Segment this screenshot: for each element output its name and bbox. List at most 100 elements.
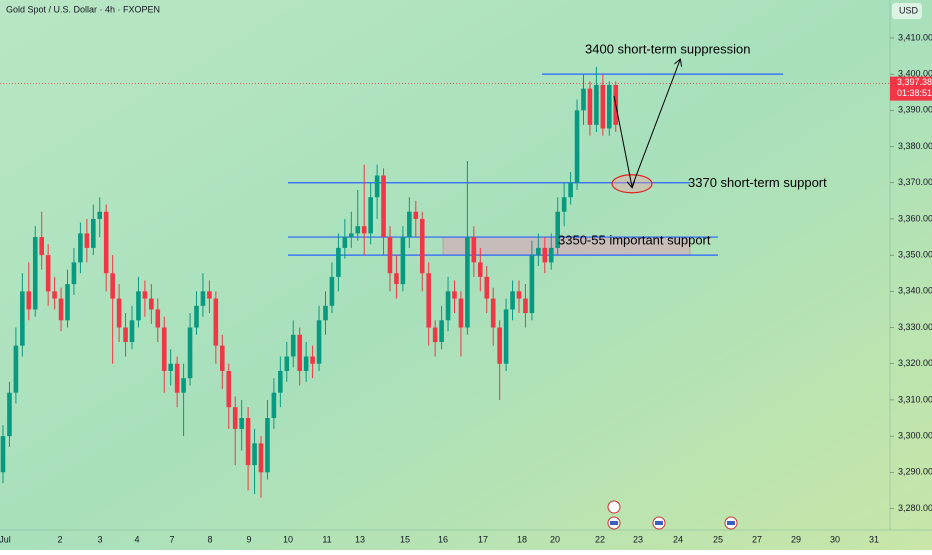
candle-body <box>574 110 580 183</box>
candle-body <box>400 237 406 285</box>
candle-body <box>355 226 361 234</box>
candle-body <box>368 197 373 234</box>
candle-body <box>336 247 341 277</box>
x-tick-label: 27 <box>752 534 762 544</box>
candle-body <box>316 320 322 364</box>
x-tick-label: 9 <box>246 534 251 544</box>
candle-body <box>478 262 483 277</box>
event-flag <box>610 521 618 525</box>
annotation: 3400 short-term suppression <box>585 41 750 56</box>
candle-body <box>516 291 522 299</box>
x-tick-label: 18 <box>517 534 527 544</box>
candle-body <box>555 211 560 248</box>
candle-body <box>548 247 554 263</box>
x-tick-label: 15 <box>400 534 410 544</box>
x-tick-label: 31 <box>869 534 879 544</box>
candle-body <box>568 182 573 198</box>
candle-body <box>129 320 135 343</box>
y-tick-label: 3,330.00 <box>898 322 932 332</box>
candle-body <box>426 273 431 328</box>
candle-body <box>607 85 612 129</box>
arrow-down <box>613 95 632 187</box>
candle-body <box>78 233 83 263</box>
candle-body <box>142 291 148 299</box>
y-tick-label: 3,320.00 <box>898 358 932 368</box>
x-tick-label: 2 <box>57 534 62 544</box>
event-icon <box>607 500 621 514</box>
x-tick-label: 23 <box>633 534 643 544</box>
y-tick-label: 3,410.00 <box>898 32 932 42</box>
x-tick-label: 22 <box>595 534 605 544</box>
candle-body <box>413 211 419 219</box>
candle-body <box>361 226 367 234</box>
candle-body <box>303 356 309 371</box>
candle-body <box>45 255 51 292</box>
candle-body <box>271 392 277 419</box>
countdown: 01:38:51 <box>897 88 932 98</box>
candle-body <box>116 298 122 328</box>
x-tick-label: 16 <box>438 534 448 544</box>
y-tick-label: 3,280.00 <box>898 503 932 513</box>
x-tick-label: 25 <box>713 534 723 544</box>
candle-body <box>349 233 354 238</box>
currency-box[interactable] <box>892 3 922 19</box>
candle-body <box>439 320 444 343</box>
candle-body <box>123 327 128 343</box>
candle-body <box>110 273 115 299</box>
candle-body <box>97 211 103 219</box>
candle-body <box>65 284 70 321</box>
candle-body <box>161 327 167 371</box>
candle-body <box>503 309 509 364</box>
candle-body <box>258 443 264 473</box>
x-tick-label: 29 <box>791 534 801 544</box>
candle-body <box>103 211 109 274</box>
last-price-box <box>890 76 932 101</box>
arrow-up <box>631 60 680 187</box>
candle-body <box>200 291 206 306</box>
candle-body <box>587 88 593 125</box>
candle-body <box>452 291 457 299</box>
candle-body <box>174 363 180 393</box>
candle-body <box>239 418 244 429</box>
candle-body <box>458 298 464 328</box>
y-tick-label: 3,360.00 <box>898 213 932 223</box>
candle-body <box>329 276 335 306</box>
candle-body <box>297 334 302 371</box>
candle-body <box>407 211 412 238</box>
event-flag <box>727 521 735 525</box>
candle-body <box>252 443 257 466</box>
candle-body <box>536 247 541 256</box>
x-tick-label: 4 <box>134 534 139 544</box>
y-tick-label: 3,290.00 <box>898 467 932 477</box>
candle-body <box>58 298 64 321</box>
candle-body <box>381 175 386 238</box>
candle-body <box>581 88 586 111</box>
last-price-label: 3,397.38 <box>897 77 932 87</box>
candle-body <box>374 175 380 198</box>
candle-body <box>497 327 502 364</box>
candle-body <box>445 291 451 321</box>
x-tick-label: 20 <box>550 534 560 544</box>
candle-body <box>226 370 232 408</box>
candle-body <box>232 407 238 429</box>
target-ellipse <box>611 174 653 194</box>
candle-body <box>71 262 77 285</box>
x-tick-label: 10 <box>283 534 293 544</box>
currency[interactable]: USD <box>899 5 919 15</box>
candle-body <box>7 392 12 437</box>
y-tick-label: 3,370.00 <box>898 177 932 187</box>
candle-body <box>245 418 251 466</box>
candle-body <box>265 418 270 473</box>
candle-body <box>490 298 496 328</box>
x-tick-label: 7 <box>169 534 174 544</box>
candle-body <box>387 237 393 274</box>
candle-body <box>529 255 535 314</box>
candle-body <box>52 291 57 299</box>
candle-body <box>194 305 199 328</box>
candle-body <box>39 237 44 256</box>
x-tick-label: 17 <box>478 534 488 544</box>
candle-body <box>168 363 173 371</box>
candle-body <box>465 237 470 328</box>
candle-body <box>181 378 186 393</box>
